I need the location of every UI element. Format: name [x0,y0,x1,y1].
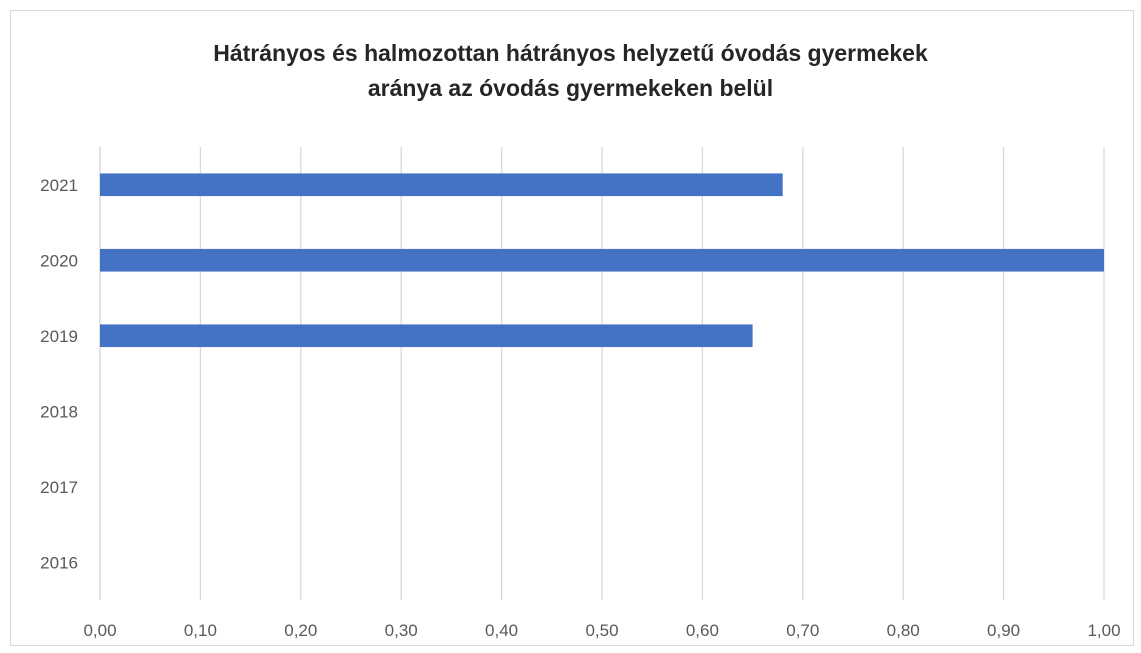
chart-title: Hátrányos és halmozottan hátrányos helyz… [0,36,1141,106]
y-tick-label: 2016 [40,553,78,572]
x-tick-label: 0,50 [585,621,618,640]
chart-title-line-1: Hátrányos és halmozottan hátrányos helyz… [213,40,928,66]
x-tick-label: 0,90 [987,621,1020,640]
x-tick-label: 0,30 [385,621,418,640]
x-tick-label: 0,00 [83,621,116,640]
bar-2020 [100,248,1104,272]
y-tick-label: 2021 [40,176,78,195]
x-tick-label: 0,80 [887,621,920,640]
x-tick-label: 0,70 [786,621,819,640]
y-tick-label: 2017 [40,478,78,497]
x-tick-label: 0,10 [184,621,217,640]
x-tick-label: 1,00 [1087,621,1120,640]
y-tick-label: 2019 [40,327,78,346]
x-tick-label: 0,60 [686,621,719,640]
bar-2019 [100,324,753,348]
x-tick-label: 0,20 [284,621,317,640]
chart-title-line-2: aránya az óvodás gyermekeken belül [367,75,774,101]
bar-2021 [100,173,783,197]
y-tick-label: 2018 [40,402,78,421]
x-tick-label: 0,40 [485,621,518,640]
y-tick-label: 2020 [40,251,78,270]
